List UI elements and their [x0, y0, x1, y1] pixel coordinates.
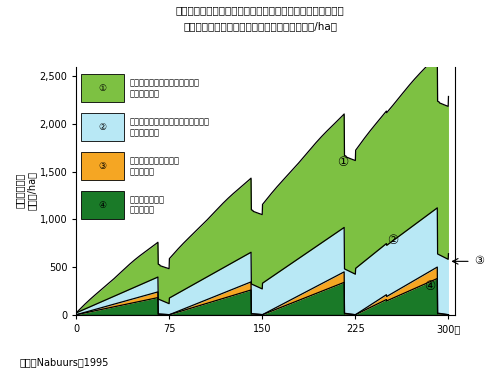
Y-axis label: ＣＯ２削減量
（トン/ha）: ＣＯ２削減量 （トン/ha） — [15, 171, 36, 210]
Text: 非木質系原料を代替することによる
ＣＯ２の削減: 非木質系原料を代替することによる ＣＯ２の削減 — [130, 118, 210, 137]
Text: ①: ① — [98, 84, 106, 93]
Text: 木材木製品が保持する
ＣＯ２の量: 木材木製品が保持する ＣＯ２の量 — [130, 157, 180, 176]
Text: ヨーロッパでのノルウェイトウヒの造林によって達成される: ヨーロッパでのノルウェイトウヒの造林によって達成される — [176, 6, 344, 16]
Text: ②: ② — [98, 123, 106, 132]
Text: ③: ③ — [474, 256, 484, 266]
Text: ①: ① — [338, 156, 348, 169]
Text: 出典：Nabuurs．1995: 出典：Nabuurs．1995 — [20, 357, 110, 367]
Text: 化石燃料を代替することによる
ＣＯ２の削減: 化石燃料を代替することによる ＣＯ２の削減 — [130, 79, 200, 98]
Text: ④: ④ — [98, 201, 106, 210]
Text: ②: ② — [387, 234, 398, 247]
Text: ④: ④ — [424, 280, 436, 293]
Text: 森林が保持する
ＣＯ２の量: 森林が保持する ＣＯ２の量 — [130, 196, 165, 215]
Text: ③: ③ — [98, 162, 106, 171]
Text: ＣＯ２の吸収と排出量の削減（累積ＣＯ２トン/ha）: ＣＯ２の吸収と排出量の削減（累積ＣＯ２トン/ha） — [183, 22, 337, 32]
